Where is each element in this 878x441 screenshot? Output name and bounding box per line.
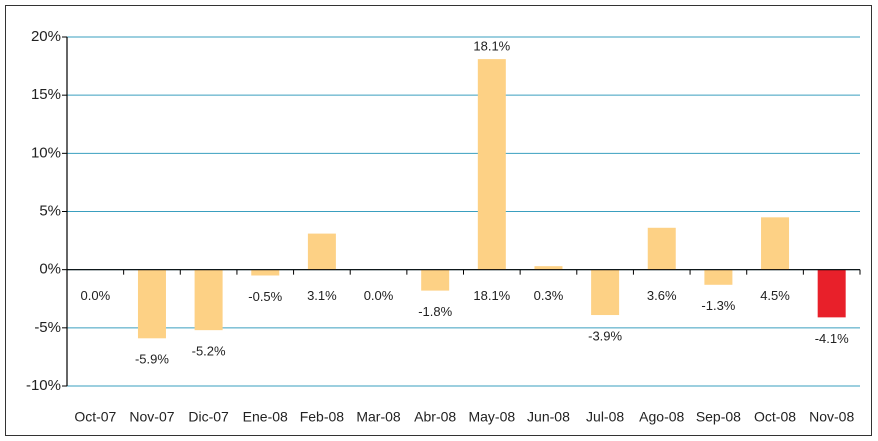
value-label: 18.1%: [473, 39, 510, 54]
x-tick-label: May-08: [468, 409, 515, 425]
y-tick-label: -10%: [26, 377, 61, 394]
value-label: 0.3%: [534, 288, 564, 303]
value-label: -5.9%: [135, 352, 169, 367]
x-tick-label: Mar-08: [356, 409, 401, 425]
x-tick-label: Nov-07: [129, 409, 174, 425]
value-label: -0.5%: [248, 289, 282, 304]
bar: [307, 233, 336, 270]
x-tick-label: Nov-08: [809, 409, 854, 425]
x-tick-label: Jul-08: [586, 409, 624, 425]
x-tick-label: Ene-08: [243, 409, 288, 425]
x-tick-label: Jun-08: [527, 409, 570, 425]
value-label: 3.6%: [647, 288, 677, 303]
value-label: -1.8%: [418, 304, 452, 319]
bar: [591, 269, 620, 316]
y-tick-label: 10%: [31, 144, 61, 161]
value-label: -3.9%: [588, 328, 622, 343]
x-tick-label: Ago-08: [639, 409, 684, 425]
x-tick-label: Oct-07: [74, 409, 116, 425]
bar: [647, 227, 676, 270]
y-tick-label: 5%: [39, 202, 61, 219]
bar: [251, 269, 280, 276]
y-tick-label: 15%: [31, 86, 61, 103]
y-tick-label: -5%: [34, 319, 61, 336]
value-label: 0.0%: [364, 288, 394, 303]
value-label: 4.5%: [760, 288, 790, 303]
value-label: -4.1%: [815, 331, 849, 346]
x-tick-label: Oct-08: [754, 409, 796, 425]
x-tick-label: Dic-07: [188, 409, 229, 425]
bar: [761, 217, 790, 270]
bar: [194, 269, 223, 331]
chart-frame: [5, 5, 872, 436]
value-label: -5.2%: [192, 344, 226, 359]
value-label: 3.1%: [307, 288, 337, 303]
value-label: 18.1%: [473, 288, 510, 303]
bar: [421, 269, 450, 291]
bar: [817, 269, 846, 318]
value-label: 0.0%: [81, 288, 111, 303]
bar: [137, 269, 166, 339]
x-tick-label: Feb-08: [300, 409, 345, 425]
bar: [534, 266, 563, 270]
bar: [477, 59, 506, 270]
value-label: -1.3%: [701, 298, 735, 313]
x-tick-label: Abr-08: [414, 409, 456, 425]
x-tick-label: Sep-08: [696, 409, 741, 425]
bar: [704, 269, 733, 285]
y-tick-label: 20%: [31, 28, 61, 45]
y-tick-label: 0%: [39, 261, 61, 278]
